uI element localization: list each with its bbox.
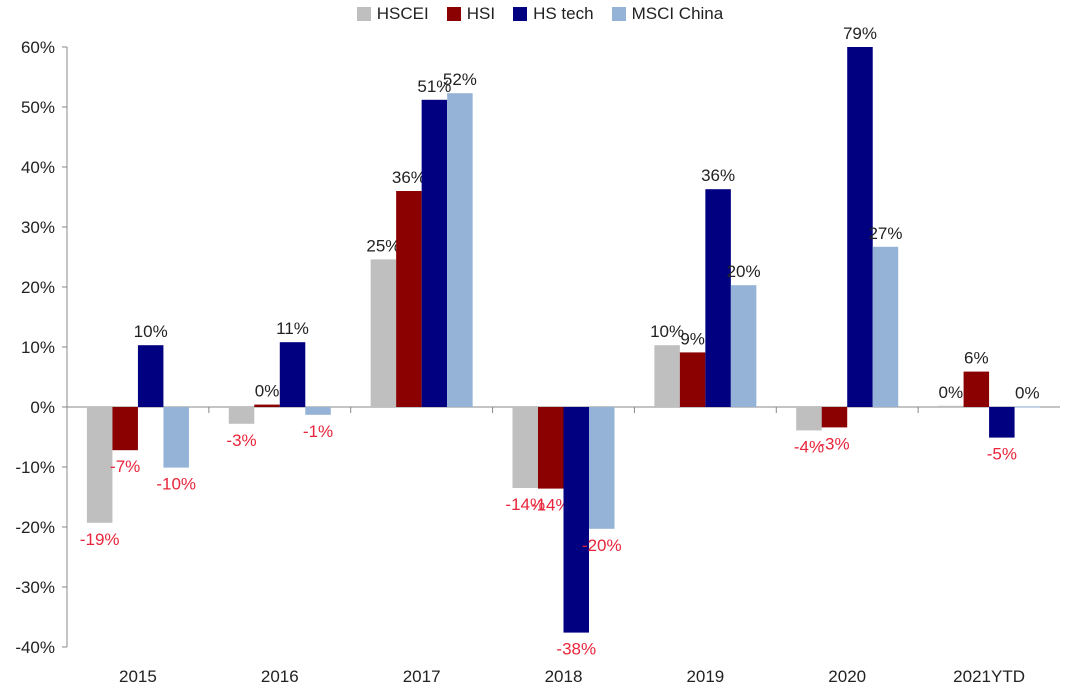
data-label: -4%	[794, 437, 824, 456]
bar-hsi	[538, 407, 564, 489]
bar-hs-tech	[847, 47, 873, 407]
x-tick-label: 2019	[686, 667, 724, 686]
data-label: 6%	[964, 349, 989, 368]
data-label: -14%	[531, 496, 571, 515]
legend-item-hsi: HSI	[446, 4, 496, 24]
data-label: 0%	[1015, 383, 1040, 402]
x-tick-label: 2018	[545, 667, 583, 686]
data-label: -3%	[819, 434, 849, 453]
bar-hscei	[370, 259, 397, 407]
legend-swatch-hscei	[356, 7, 371, 21]
bar-hscei	[228, 407, 255, 424]
data-label: 36%	[701, 166, 735, 185]
bar-hscei	[938, 405, 964, 407]
y-tick-label: 60%	[21, 38, 55, 57]
bar-hsi	[254, 404, 280, 407]
bar-hs-tech	[989, 407, 1015, 438]
x-tick-label: 2016	[261, 667, 299, 686]
y-tick-label: -40%	[15, 638, 55, 657]
data-label: 36%	[392, 168, 426, 187]
legend-item-hscei: HSCEI	[356, 4, 429, 24]
data-label: -14%	[505, 495, 545, 514]
legend-label-hs-tech: HS tech	[533, 4, 594, 23]
bar-hs-tech	[279, 342, 306, 407]
y-tick-label: 20%	[21, 278, 55, 297]
bar-msci-china	[447, 93, 473, 407]
legend-swatch-msci-china	[611, 7, 626, 21]
bar-hsi	[679, 352, 706, 407]
data-label: -19%	[80, 530, 120, 549]
legend-label-msci-china: MSCI China	[631, 4, 724, 23]
bar-hscei	[86, 407, 113, 523]
data-label: 10%	[134, 322, 168, 341]
bar-hsi	[963, 371, 990, 407]
y-tick-label: -30%	[15, 578, 55, 597]
x-tick-label: 2017	[403, 667, 441, 686]
data-label: 0%	[255, 382, 280, 401]
bar-hs-tech	[705, 189, 731, 407]
y-tick-label: 50%	[21, 98, 55, 117]
legend-item-hs-tech: HS tech	[513, 4, 594, 24]
bar-hscei	[654, 345, 680, 407]
bar-hs-tech	[137, 345, 164, 407]
y-tick-label: -20%	[15, 518, 55, 537]
x-tick-label: 2020	[828, 667, 866, 686]
x-tick-label: 2015	[119, 667, 157, 686]
data-label: 0%	[939, 383, 964, 402]
data-label: -1%	[303, 422, 333, 441]
legend-swatch-hsi	[446, 7, 461, 21]
bar-msci-china	[305, 407, 331, 415]
y-tick-label: 10%	[21, 338, 55, 357]
y-tick-label: 0%	[30, 398, 55, 417]
y-tick-label: 40%	[21, 158, 55, 177]
data-label: 25%	[366, 236, 400, 255]
legend: HSCEI HSI HS tech MSCI China	[0, 4, 1080, 24]
bar-hsi	[112, 407, 138, 451]
bar-msci-china	[1014, 406, 1041, 408]
bar-hsi	[396, 191, 422, 407]
legend-item-msci-china: MSCI China	[611, 4, 724, 24]
data-label: 52%	[443, 70, 477, 89]
bar-hs-tech	[563, 407, 589, 633]
bar-msci-china	[589, 407, 615, 529]
data-label: 10%	[650, 322, 684, 341]
data-label: 51%	[417, 77, 451, 96]
bar-hscei	[796, 407, 822, 431]
bar-msci-china	[163, 407, 189, 468]
data-label: 79%	[843, 24, 877, 43]
legend-swatch-hs-tech	[513, 7, 528, 21]
data-label: -5%	[987, 445, 1017, 464]
y-tick-label: 30%	[21, 218, 55, 237]
x-tick-label: 2021YTD	[953, 667, 1025, 686]
data-label: -20%	[582, 536, 622, 555]
legend-label-hscei: HSCEI	[376, 4, 429, 23]
data-label: 20%	[727, 262, 761, 281]
data-label: 27%	[868, 224, 902, 243]
bar-msci-china	[730, 285, 757, 407]
data-label: -10%	[156, 475, 196, 494]
y-tick-label: -10%	[15, 458, 55, 477]
bar-msci-china	[872, 246, 899, 407]
bar-hs-tech	[421, 99, 448, 408]
data-label: -3%	[226, 431, 256, 450]
bar-hscei	[512, 407, 538, 488]
data-label: 9%	[680, 329, 705, 348]
bar-hsi	[821, 407, 848, 428]
data-label: -38%	[556, 640, 596, 659]
data-label: -7%	[110, 457, 140, 476]
data-label: 11%	[276, 319, 309, 338]
legend-label-hsi: HSI	[466, 4, 496, 23]
